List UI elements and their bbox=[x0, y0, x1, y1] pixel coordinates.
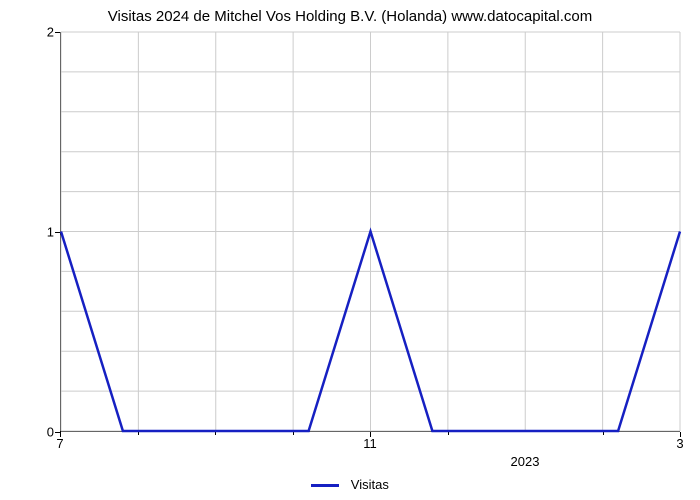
data-line bbox=[61, 32, 680, 431]
y-tick-label: 1 bbox=[24, 225, 54, 240]
chart-container: Visitas 2024 de Mitchel Vos Holding B.V.… bbox=[0, 0, 700, 500]
x-minor-tick bbox=[293, 432, 294, 435]
x-tick-mark bbox=[370, 432, 371, 437]
x-tick-label: 3 bbox=[676, 436, 683, 451]
x-tick-mark bbox=[60, 432, 61, 437]
x-tick-label: 11 bbox=[363, 436, 377, 451]
chart-title: Visitas 2024 de Mitchel Vos Holding B.V.… bbox=[0, 8, 700, 25]
y-tick-label: 0 bbox=[24, 425, 54, 440]
x-tick-mark bbox=[680, 432, 681, 437]
x-minor-tick bbox=[138, 432, 139, 435]
legend: Visitas bbox=[0, 477, 700, 492]
plot-area bbox=[60, 32, 680, 432]
x-minor-tick bbox=[215, 432, 216, 435]
x-tick-label: 7 bbox=[56, 436, 63, 451]
legend-swatch bbox=[311, 484, 339, 487]
x-minor-tick bbox=[448, 432, 449, 435]
x-minor-tick bbox=[603, 432, 604, 435]
x-tick-year-label: 2023 bbox=[511, 454, 540, 469]
legend-label: Visitas bbox=[351, 477, 389, 492]
y-tick-label: 2 bbox=[24, 25, 54, 40]
